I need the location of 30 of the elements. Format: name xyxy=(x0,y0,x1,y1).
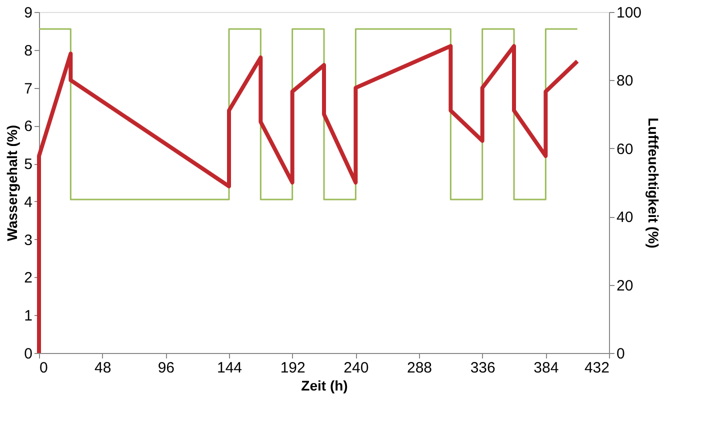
y-tick-label: 3 xyxy=(24,232,32,249)
y-tick-label: 6 xyxy=(24,118,32,136)
x-tick-label: 0 xyxy=(40,360,48,376)
y-tick-label: 4 xyxy=(24,194,32,211)
y2-tick-label: 0 xyxy=(616,346,625,362)
x-tick-label: 192 xyxy=(280,360,306,376)
line-series xyxy=(37,44,580,355)
y-tick-label: 7 xyxy=(24,80,32,98)
y-tick-label: 1 xyxy=(24,308,32,325)
y2-tick-label: 100 xyxy=(616,4,642,22)
x-tick-label: 96 xyxy=(158,360,175,376)
y-axis-title: Wassergehalt (%) xyxy=(4,124,20,242)
x-tick-label: 432 xyxy=(584,360,610,376)
y2-axis-title: Luftfeuchtigkeit (%) xyxy=(646,118,662,248)
y2-tick-label: 40 xyxy=(616,209,634,226)
x-axis-title: Zeit (h) xyxy=(301,378,348,394)
x-tick-label: 240 xyxy=(344,360,369,376)
y-tick-label: 5 xyxy=(24,156,32,174)
x-tick-label: 144 xyxy=(216,360,242,376)
y-tick-label: 2 xyxy=(24,270,32,287)
y2-tick-label: 80 xyxy=(616,72,634,90)
y2-tick-label: 20 xyxy=(616,277,634,294)
y-tick-label: 8 xyxy=(24,42,32,60)
x-tick-label: 288 xyxy=(406,360,432,376)
y2-tick-label: 60 xyxy=(616,140,634,158)
x-tick-label: 336 xyxy=(470,360,496,376)
x-tick-label: 48 xyxy=(94,360,112,376)
y-tick-label: 0 xyxy=(24,346,32,362)
y-tick-label: 9 xyxy=(24,4,32,22)
x-tick-label: 384 xyxy=(534,360,559,376)
